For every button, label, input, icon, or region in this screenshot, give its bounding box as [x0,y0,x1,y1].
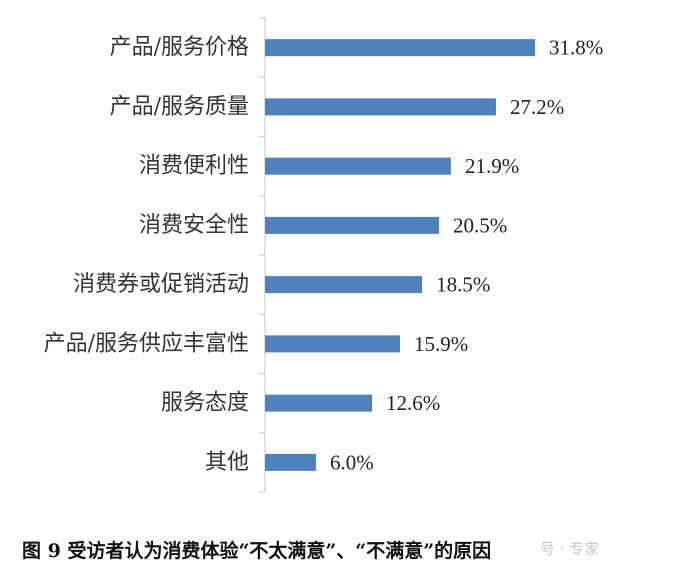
category-label: 服务态度 [161,391,249,416]
category-label: 产品/服务质量 [110,94,249,119]
bar [265,98,496,116]
bar [265,453,316,471]
value-label: 15.9% [414,332,468,356]
bar [265,276,423,294]
value-label: 27.2% [510,95,564,119]
bar [265,216,440,234]
value-label: 20.5% [453,213,507,237]
category-label: 消费券或促销活动 [73,272,249,297]
bar [265,394,372,412]
category-label: 产品/服务供应丰富性 [44,331,249,356]
value-label: 21.9% [465,154,519,178]
value-label: 6.0% [330,450,374,474]
value-label: 12.6% [386,391,440,415]
figure-caption: 图 9 受访者认为消费体验“不太满意”、“不满意”的原因 [22,540,492,562]
value-labels: 31.8% 27.2% 21.9% 20.5% 18.5% 15.9% 12.6% 6.0% [330,36,603,475]
category-label: 消费安全性 [139,213,249,238]
category-label: 产品/服务价格 [110,35,249,60]
value-label: 18.5% [436,273,490,297]
category-labels: 产品/服务价格产品/服务质量消费便利性消费安全性消费券或促销活动产品/服务供应丰… [44,35,249,475]
bar [265,39,535,57]
category-label: 消费便利性 [139,154,249,179]
bar [265,335,400,353]
bars-group [265,39,535,471]
category-label: 其他 [205,450,249,475]
watermark: 号 · 专家 [540,540,600,558]
bar [265,157,451,175]
y-axis-ticks [259,17,265,493]
value-label: 31.8% [549,36,603,60]
